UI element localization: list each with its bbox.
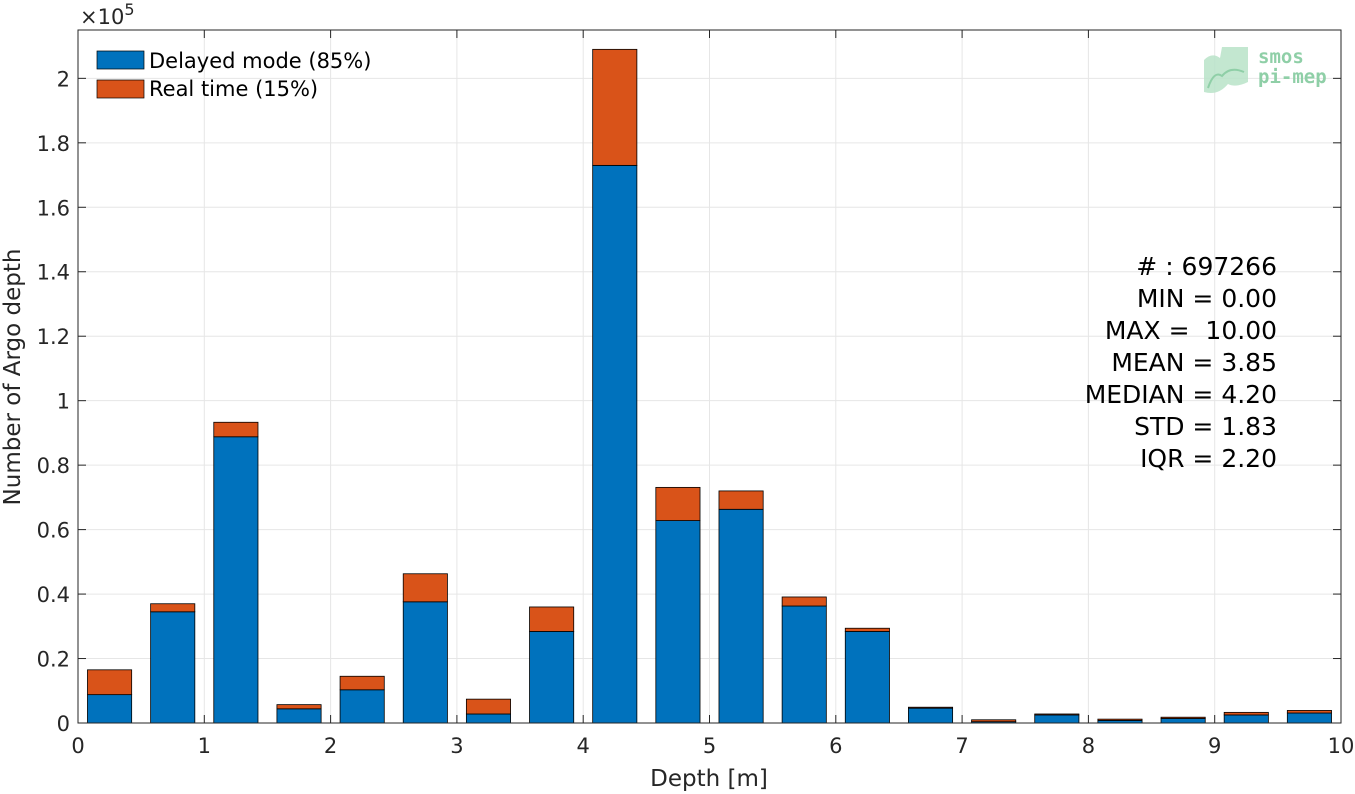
y-tick-label: 1.8 xyxy=(37,132,70,156)
legend-swatch-delayed xyxy=(96,50,145,70)
y-tick-label: 0.6 xyxy=(37,519,70,543)
logo-line1: smos xyxy=(1258,46,1304,68)
legend-label-delayed: Delayed mode (85%) xyxy=(149,49,371,73)
bar-real-time xyxy=(781,596,827,607)
bar-delayed-mode xyxy=(87,694,133,724)
y-tick-label: 0.2 xyxy=(37,648,70,672)
y-exponent: ×105 xyxy=(80,0,135,29)
bar-real-time xyxy=(655,486,701,521)
bar-delayed-mode xyxy=(1160,718,1206,724)
y-tick-label: 0.8 xyxy=(37,454,70,478)
stats-median: MEDIAN = 4.20 xyxy=(1085,380,1277,409)
stats-min: MIN = 0.00 xyxy=(1137,284,1277,313)
bar-delayed-mode xyxy=(529,631,575,724)
bar-delayed-mode xyxy=(213,436,259,724)
stats-iqr: IQR = 2.20 xyxy=(1140,444,1277,473)
x-tick-label: 9 xyxy=(1208,734,1221,758)
x-axis-label: Depth [m] xyxy=(650,766,768,792)
bar-delayed-mode xyxy=(1286,712,1332,724)
stats-max: MAX = 10.00 xyxy=(1105,316,1277,345)
y-exponent-power: 5 xyxy=(124,0,134,19)
bar-real-time xyxy=(529,606,575,632)
bar-real-time xyxy=(1286,710,1332,714)
bar-real-time xyxy=(465,698,511,715)
stats-mean: MEAN = 3.85 xyxy=(1111,348,1277,377)
x-tick-label: 4 xyxy=(577,734,590,758)
x-tick-label: 6 xyxy=(829,734,842,758)
y-exponent-base: ×10 xyxy=(80,5,124,29)
bar-real-time xyxy=(1223,711,1269,716)
logo-wave-icon xyxy=(1204,47,1248,93)
logo-line2: pi-mep xyxy=(1258,66,1327,88)
y-tick-label: 2 xyxy=(57,67,70,91)
bar-real-time xyxy=(213,421,259,438)
bar-delayed-mode xyxy=(655,520,701,724)
y-tick-label: 0 xyxy=(57,712,70,736)
bar-delayed-mode xyxy=(465,713,511,724)
legend-swatch-realtime xyxy=(96,79,145,99)
bar-delayed-mode xyxy=(402,601,448,724)
stats-std: STD = 1.83 xyxy=(1134,412,1277,441)
bar-delayed-mode xyxy=(908,707,954,724)
bar-delayed-mode xyxy=(781,605,827,724)
bar-delayed-mode xyxy=(339,689,385,724)
bar-real-time xyxy=(402,573,448,603)
bar-delayed-mode xyxy=(718,508,764,724)
bar-real-time xyxy=(1097,718,1143,721)
y-tick-label: 1.6 xyxy=(37,196,70,220)
bar-delayed-mode xyxy=(150,611,196,724)
bar-real-time xyxy=(87,669,133,696)
logo-wave-detail-icon xyxy=(1207,68,1245,89)
x-tick-label: 3 xyxy=(450,734,463,758)
x-tick-label: 10 xyxy=(1328,734,1355,758)
bar-real-time xyxy=(844,627,890,632)
bar-real-time xyxy=(1034,713,1080,716)
x-tick-label: 7 xyxy=(955,734,968,758)
bar-delayed-mode xyxy=(276,708,322,724)
bar-real-time xyxy=(1160,716,1206,719)
legend-label-realtime: Real time (15%) xyxy=(149,77,318,101)
y-axis-label: Number of Argo depth xyxy=(0,249,26,506)
bar-real-time xyxy=(592,48,638,166)
bar-real-time xyxy=(718,490,764,510)
x-ticks: 0 1 2 3 4 5 6 7 8 9 10 xyxy=(71,30,1354,758)
x-tick-label: 1 xyxy=(198,734,211,758)
stats-count: # : 697266 xyxy=(1136,252,1277,281)
bar-delayed-mode xyxy=(844,631,890,724)
bar-delayed-mode xyxy=(1034,714,1080,724)
stats-box: # : 697266 MIN = 0.00 MAX = 10.00 MEAN =… xyxy=(1085,252,1277,473)
x-tick-label: 5 xyxy=(703,734,716,758)
bar-delayed-mode xyxy=(1223,714,1269,724)
bars xyxy=(87,48,1332,724)
bar-real-time xyxy=(908,706,954,709)
bar-real-time xyxy=(339,675,385,691)
x-tick-label: 0 xyxy=(71,734,84,758)
bar-delayed-mode xyxy=(592,164,638,724)
y-tick-label: 0.4 xyxy=(37,583,70,607)
legend: Delayed mode (85%) Real time (15%) xyxy=(96,49,371,101)
bar-real-time xyxy=(276,704,322,710)
smos-pimep-logo: smos pi-mep xyxy=(1204,46,1327,93)
x-tick-label: 2 xyxy=(324,734,337,758)
y-tick-label: 1 xyxy=(57,390,70,414)
y-tick-label: 1.2 xyxy=(37,325,70,349)
bar-real-time xyxy=(150,603,196,613)
y-ticks: 0 0.2 0.4 0.6 0.8 1 1.2 1.4 1.6 1.8 2 xyxy=(37,67,1341,736)
x-tick-label: 8 xyxy=(1082,734,1095,758)
y-tick-label: 1.4 xyxy=(37,261,70,285)
bar-real-time xyxy=(971,719,1017,723)
